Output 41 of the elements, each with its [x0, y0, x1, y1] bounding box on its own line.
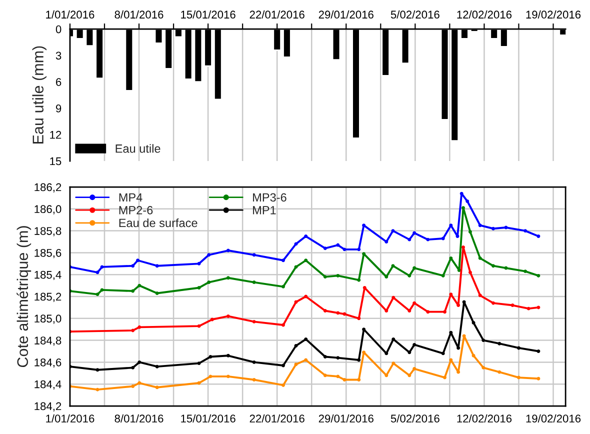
x-tick-label: 8/01/2016	[114, 414, 164, 422]
y-tick-label: 185,6	[34, 248, 62, 258]
x-tick-label: 12/02/2016	[457, 10, 512, 19]
legend-label: MP3-6	[253, 193, 286, 202]
y-tick-label: 186,2	[34, 183, 62, 192]
y-tick-label: 185,2	[34, 292, 62, 302]
x-tick-label: 15/01/2016	[181, 414, 236, 422]
x-tick-label: 22/01/2016	[250, 10, 304, 19]
y-tick-label: 185,8	[34, 227, 62, 236]
y-tick-label: 0	[56, 25, 62, 34]
y-tick-label: 15	[50, 157, 62, 166]
y-tick-label: 184,2	[34, 402, 62, 412]
x-tick-label: 19/02/2016	[526, 414, 581, 422]
y-tick-label: 184,4	[34, 380, 62, 390]
y-axis-title: Eau utile (mm)	[32, 46, 46, 144]
legend-label: MP4	[119, 193, 142, 202]
x-tick-label: 29/01/2016	[318, 414, 374, 422]
x-tick-label: 29/01/2016	[318, 10, 374, 19]
legend-label: Eau utile	[116, 144, 160, 153]
x-tick-label: 22/01/2016	[250, 414, 304, 422]
y-tick-label: 3	[56, 52, 62, 60]
x-tick-label: 12/02/2016	[457, 414, 512, 422]
x-tick-label: 8/01/2016	[114, 10, 164, 19]
legend-label: Eau de surface	[119, 218, 198, 228]
y-tick-label: 6	[56, 78, 62, 86]
x-tick-label: 15/01/2016	[181, 10, 236, 19]
y-tick-label: 185,4	[34, 270, 62, 280]
x-tick-label: 1/01/2016	[46, 414, 94, 422]
y-tick-label: 12	[50, 130, 62, 139]
y-tick-label: 9	[56, 104, 62, 112]
y-tick-label: 184,8	[34, 336, 62, 346]
x-tick-label: 19/02/2016	[526, 10, 581, 19]
y-tick-label: 185,0	[34, 314, 62, 324]
y-tick-label: 184,6	[34, 358, 62, 368]
legend-label: MP1	[253, 206, 276, 214]
legend-label: MP2-6	[119, 206, 153, 214]
y-axis-title: Cote altimétrique (m)	[16, 226, 32, 368]
x-tick-label: 5/02/2016	[390, 414, 440, 422]
y-tick-label: 186,0	[34, 205, 62, 214]
x-tick-label: 5/02/2016	[390, 10, 440, 19]
x-tick-label: 1/01/2016	[46, 10, 94, 19]
